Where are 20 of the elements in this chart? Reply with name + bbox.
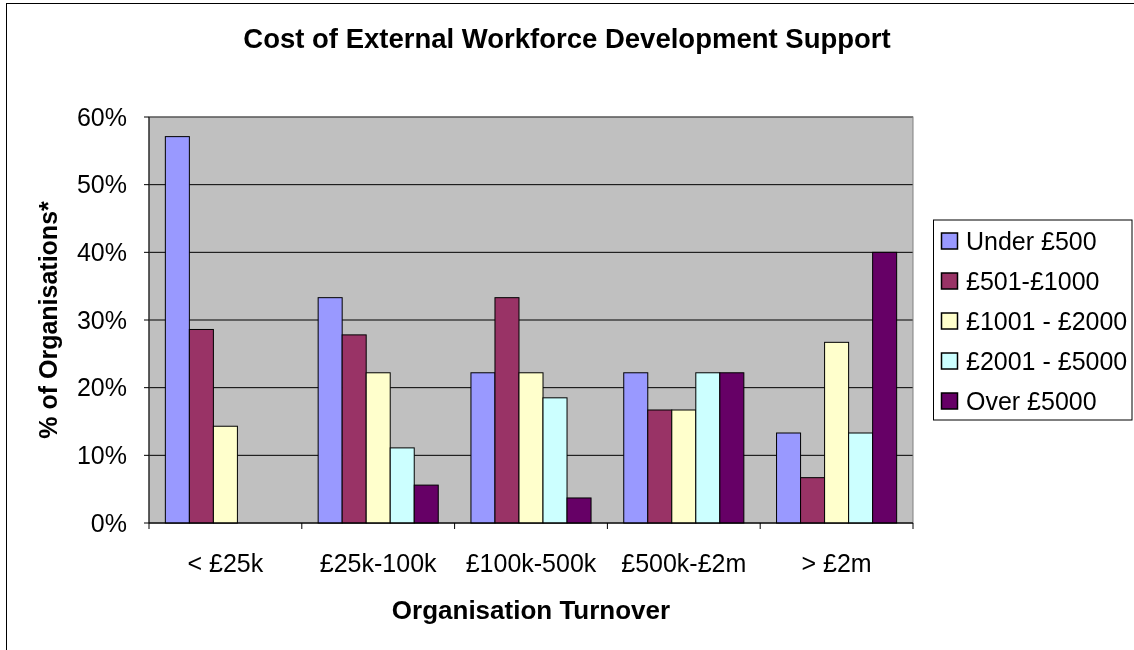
x-tick-label: £25k-100k — [319, 548, 438, 577]
y-tick-label: 50% — [76, 170, 127, 199]
x-tick-label: < £25k — [187, 548, 264, 577]
legend-label: Over £5000 — [966, 386, 1097, 415]
y-tick-label: 20% — [76, 373, 127, 402]
y-axis-title: % of Organisations* — [33, 200, 62, 439]
y-tick-label: 10% — [76, 441, 127, 470]
y-tick-label: 60% — [76, 102, 127, 131]
chart-title: Cost of External Workforce Development Support — [243, 23, 891, 54]
x-axis-title: Organisation Turnover — [391, 595, 671, 626]
x-tick-label: £500k-£2m — [621, 548, 747, 577]
legend-label: Under £500 — [966, 226, 1097, 255]
legend-label: £1001 - £2000 — [966, 306, 1128, 335]
legend-label: £501-£1000 — [966, 266, 1100, 295]
y-tick-label: 40% — [76, 238, 127, 267]
x-tick-label: £100k-500k — [465, 548, 597, 577]
y-tick-label: 30% — [76, 305, 127, 334]
legend-label: £2001 - £5000 — [966, 346, 1128, 375]
x-tick-label: > £2m — [801, 548, 872, 577]
y-tick-label: 0% — [90, 508, 127, 537]
